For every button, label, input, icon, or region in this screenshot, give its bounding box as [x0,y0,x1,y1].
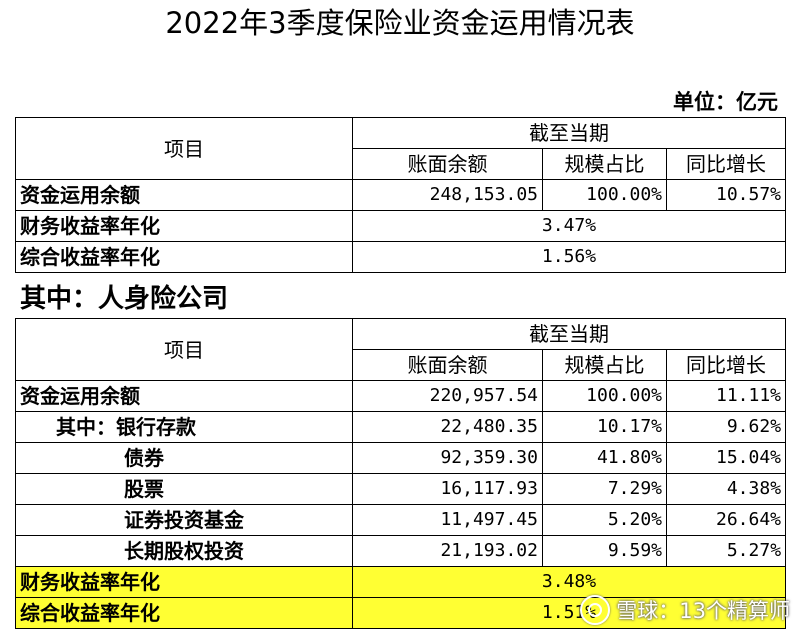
unit-label: 单位：亿元 [673,90,778,114]
header-period: 截至当期 [351,117,787,149]
life-insurer-table: 项目 截至当期 账面余额 规模占比 同比增长 资金运用余额 220,957.54… [15,318,787,629]
watermark: 雪球：13个精算师 [580,595,790,625]
cell-value: 1.56% [351,241,787,273]
page-title: 2022年3季度保险业资金运用情况表 [165,6,635,40]
cell-share: 100.00% [542,179,667,211]
cell-growth: 26.64% [665,504,787,536]
cell-balance: 248,153.05 [352,179,543,211]
table-row: 债券 92,359.30 41.80% 15.04% [15,442,787,474]
cell-value: 1.51% [351,597,787,629]
header-item: 项目 [15,318,353,381]
cell-share: 100.00% [542,380,667,412]
header-period: 截至当期 [351,318,787,350]
cell-share: 7.29% [542,473,667,505]
row-label: 财务收益率年化 [15,210,353,242]
row-label: 证券投资基金 [15,504,353,536]
row-label: 长期股权投资 [15,535,353,567]
table-row: 资金运用余额 220,957.54 100.00% 11.11% [15,380,787,412]
cell-growth: 9.62% [665,411,787,443]
cell-balance: 220,957.54 [352,380,543,412]
row-label: 综合收益率年化 [15,597,353,629]
cell-balance: 22,480.35 [352,411,543,443]
row-label: 股票 [15,473,353,505]
watermark-text: 雪球：13个精算师 [616,599,790,623]
cell-growth: 15.04% [665,442,787,474]
row-label: 资金运用余额 [15,380,353,412]
cell-value: 3.47% [351,210,787,242]
row-label: 资金运用余额 [15,179,353,211]
row-label: 其中：银行存款 [15,411,353,443]
cell-balance: 92,359.30 [352,442,543,474]
header-growth: 同比增长 [665,349,787,381]
row-label: 债券 [15,442,353,474]
table-row: 其中：银行存款 22,480.35 10.17% 9.62% [15,411,787,443]
cell-share: 5.20% [542,504,667,536]
cell-share: 9.59% [542,535,667,567]
cell-share: 41.80% [542,442,667,474]
header-balance: 账面余额 [352,349,543,381]
table-row: 财务收益率年化 3.48% [15,566,787,598]
snowball-logo-icon [580,595,611,625]
cell-growth: 11.11% [665,380,787,412]
table-row: 股票 16,117.93 7.29% 4.38% [15,473,787,505]
industry-table: 项目 截至当期 账面余额 规模占比 同比增长 资金运用余额 248,153.05… [15,117,787,273]
cell-balance: 11,497.45 [352,504,543,536]
table-row: 资金运用余额 248,153.05 100.00% 10.57% [15,179,787,211]
header-growth: 同比增长 [665,148,787,180]
header-balance: 账面余额 [352,148,543,180]
table-row: 财务收益率年化 3.47% [15,210,787,242]
table-row: 综合收益率年化 1.56% [15,241,787,273]
cell-balance: 16,117.93 [352,473,543,505]
cell-growth: 10.57% [665,179,787,211]
header-item: 项目 [15,117,353,180]
section-heading: 其中：人身险公司 [20,284,229,314]
header-share: 规模占比 [542,349,667,381]
cell-share: 10.17% [542,411,667,443]
header-share: 规模占比 [542,148,667,180]
cell-balance: 21,193.02 [352,535,543,567]
cell-value: 3.48% [351,566,787,598]
table-row: 长期股权投资 21,193.02 9.59% 5.27% [15,535,787,567]
table-row: 综合收益率年化 1.51% [15,597,787,629]
cell-growth: 4.38% [665,473,787,505]
row-label: 综合收益率年化 [15,241,353,273]
cell-growth: 5.27% [665,535,787,567]
table-row: 证券投资基金 11,497.45 5.20% 26.64% [15,504,787,536]
row-label: 财务收益率年化 [15,566,353,598]
